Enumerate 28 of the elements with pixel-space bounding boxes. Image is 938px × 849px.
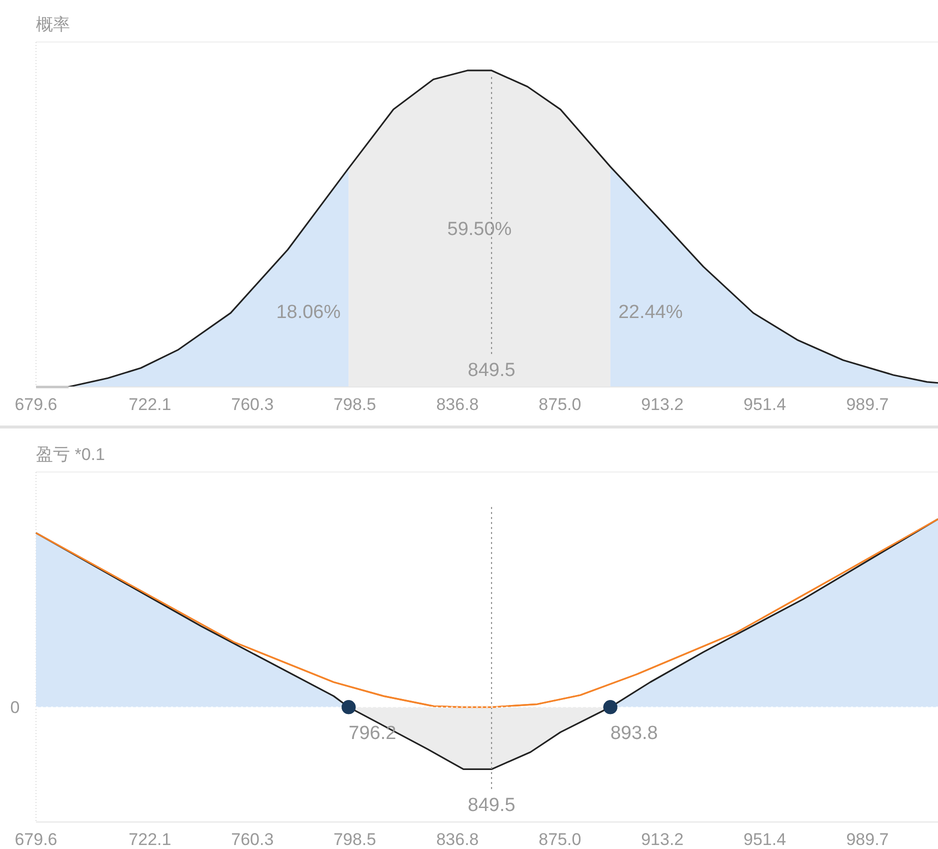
ref-line-label: 0 <box>10 698 20 718</box>
x-tick-label: 875.0 <box>538 830 582 849</box>
x-tick-label: 760.3 <box>231 830 274 849</box>
band-label: 18.06% <box>276 302 341 323</box>
x-tick-label: 836.8 <box>436 395 479 414</box>
band-label: 59.50% <box>447 219 512 240</box>
annotation: 796.2 <box>348 723 396 744</box>
ref-line-label: 849.5 <box>468 795 516 816</box>
ref-line-label: 849.5 <box>468 360 516 381</box>
x-tick-label: 875.0 <box>538 395 582 414</box>
x-tick-label: 722.1 <box>128 395 172 414</box>
x-tick-label: 760.3 <box>231 395 274 414</box>
x-tick-label: 722.1 <box>128 830 172 849</box>
x-tick-label: 951.4 <box>744 830 786 849</box>
x-tick-label: 798.5 <box>334 395 376 414</box>
x-tick-label: 679.6 <box>14 830 58 849</box>
x-tick-label: 913.2 <box>641 830 684 849</box>
x-tick-label: 989.7 <box>846 830 889 849</box>
y-axis-title: 盈亏 *0.1 <box>36 445 105 464</box>
annotation: 893.8 <box>610 723 658 744</box>
x-tick-label: 798.5 <box>334 830 376 849</box>
band-label: 22.44% <box>618 302 683 323</box>
x-tick-label: 951.4 <box>744 395 786 414</box>
x-tick-label: 989.7 <box>846 395 889 414</box>
y-axis-title: 概率 <box>36 15 70 34</box>
x-tick-label: 679.6 <box>14 395 58 414</box>
x-tick-label: 913.2 <box>641 395 684 414</box>
x-tick-label: 836.8 <box>436 830 479 849</box>
